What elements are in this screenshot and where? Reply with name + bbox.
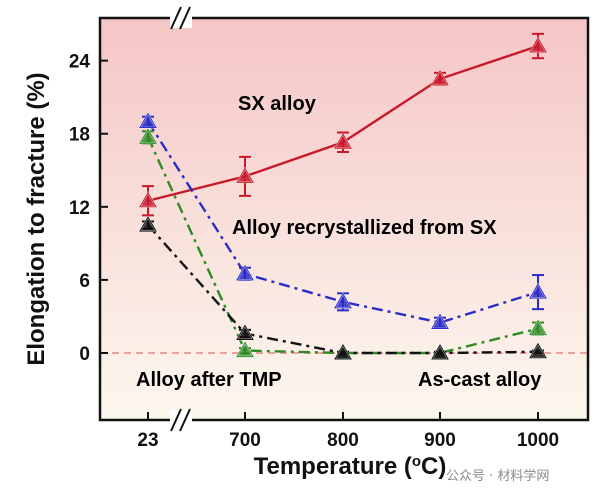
series-4 (138, 215, 548, 360)
y-tick-label: 24 (69, 52, 91, 73)
series-label-recrystallized: Alloy recrystallized from SX (232, 217, 497, 239)
x-tick-label: 1000 (517, 430, 559, 451)
data-point-outline (529, 283, 547, 299)
series-label-sx-alloy: SX alloy (238, 93, 317, 115)
data-point-outline (529, 319, 547, 336)
data-point-outline (139, 112, 157, 129)
data-point-outline (529, 342, 547, 359)
series-line (146, 136, 539, 355)
y-tick-label: 18 (69, 125, 90, 146)
data-point-outline (236, 167, 254, 183)
series-label-after-tmp: Alloy after TMP (136, 369, 282, 391)
data-point-outline (431, 313, 449, 330)
data-point-outline (529, 37, 547, 53)
x-tick-label: 23 (137, 430, 158, 451)
data-point-outline (236, 341, 254, 358)
data-point-outline (139, 191, 157, 208)
y-tick-label: 0 (79, 344, 90, 365)
x-axis-break (170, 408, 192, 432)
series-2 (138, 111, 548, 330)
data-point-outline (139, 128, 157, 144)
x-tick-label: 800 (327, 430, 359, 451)
data-point-outline (431, 343, 449, 360)
y-tick-label: 12 (69, 198, 90, 219)
y-axis-title: Elongation to fracture (%) (23, 72, 50, 365)
data-point-outline (334, 292, 352, 309)
data-point-outline (334, 343, 352, 360)
x-tick-label: 700 (229, 430, 261, 451)
data-point-outline (139, 216, 157, 232)
watermark-text: 公众号 · 材料学网 (446, 468, 549, 484)
series-1 (138, 32, 548, 217)
data-point-outline (236, 324, 254, 341)
x-tick-label: 900 (424, 430, 456, 451)
y-axis-break (170, 6, 192, 30)
x-axis-title: Temperature (oC) (254, 453, 447, 481)
data-point-outline (236, 264, 254, 281)
y-tick-label: 6 (79, 271, 90, 292)
series-label-as-cast: As-cast alloy (418, 369, 542, 391)
data-point-outline (334, 133, 352, 149)
data-point-outline (431, 69, 449, 86)
